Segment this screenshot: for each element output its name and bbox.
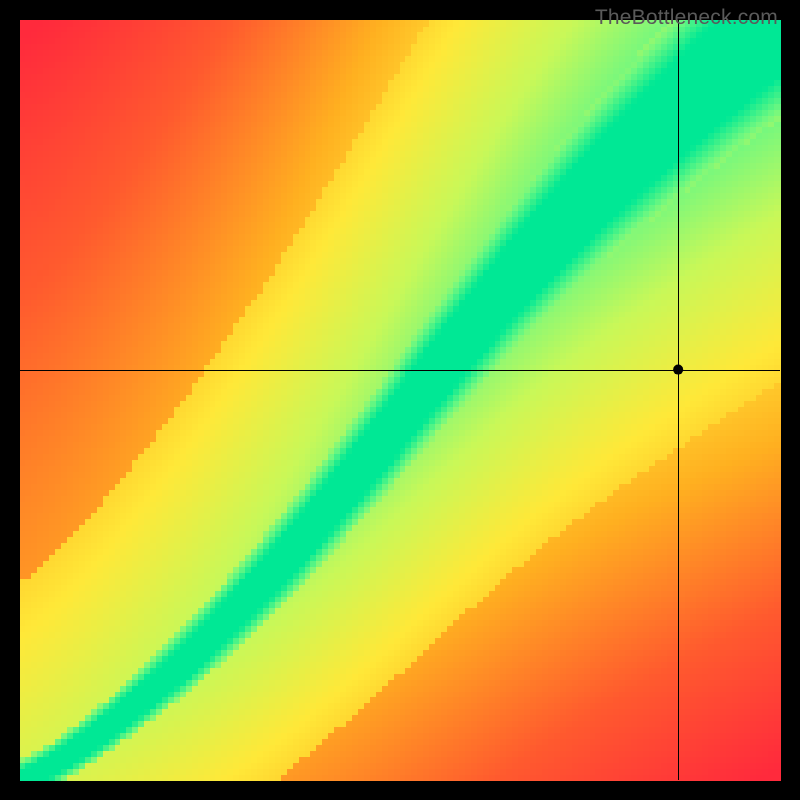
chart-root: TheBottleneck.com (0, 0, 800, 800)
watermark-text: TheBottleneck.com (595, 6, 778, 30)
bottleneck-heatmap (0, 0, 800, 800)
